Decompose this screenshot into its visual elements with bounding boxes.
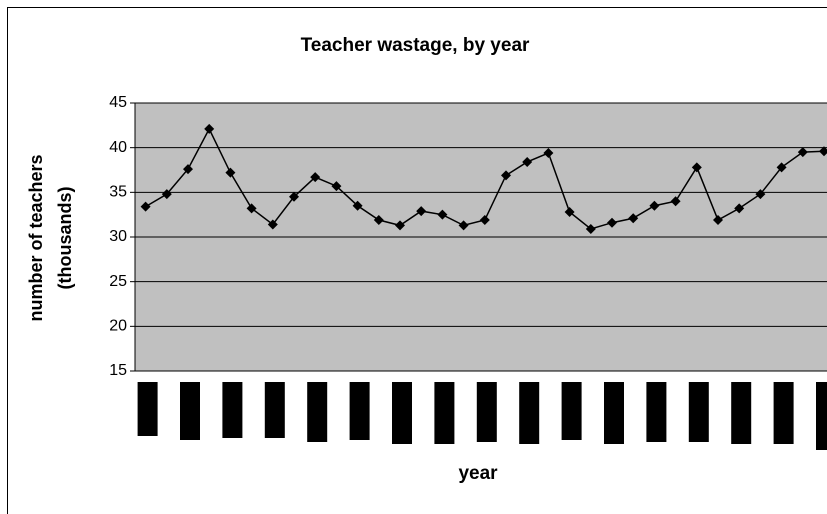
y-tick-label: 25: [109, 273, 127, 290]
marker: [331, 181, 342, 192]
obscured-x-label: [307, 382, 328, 442]
obscured-x-label: [222, 382, 243, 438]
marker: [691, 162, 702, 173]
marker: [585, 223, 596, 234]
obscured-x-label: [688, 382, 709, 442]
marker: [819, 146, 827, 157]
marker: [797, 147, 808, 158]
marker: [352, 200, 363, 211]
marker: [267, 219, 278, 230]
obscured-x-label: [180, 382, 200, 440]
marker: [395, 220, 405, 231]
y-tick-label: 20: [109, 318, 127, 335]
marker: [649, 200, 660, 211]
marker: [246, 203, 257, 214]
marker: [522, 156, 533, 167]
marker: [670, 196, 681, 207]
marker: [713, 215, 723, 226]
y-tick-label: 35: [109, 184, 127, 201]
obscured-x-label: [816, 382, 827, 450]
y-tick-label: 30: [109, 228, 127, 245]
marker: [437, 209, 448, 220]
marker: [140, 201, 151, 212]
marker: [183, 164, 193, 175]
y-tick-label: 40: [109, 139, 127, 156]
marker: [543, 148, 554, 159]
obscured-x-label: [731, 382, 752, 444]
obscured-x-label: [773, 382, 794, 444]
marker: [416, 206, 427, 217]
y-tick-label: 15: [109, 362, 127, 379]
obscured-x-label: [561, 382, 582, 440]
obscured-x-label: [434, 382, 455, 444]
y-axis-label: (thousands): [55, 187, 75, 290]
obscured-x-label: [137, 382, 158, 436]
marker: [289, 191, 299, 202]
obscured-x-label: [392, 382, 412, 444]
y-axis-label: number of teachers: [26, 154, 46, 321]
obscured-x-label: [264, 382, 285, 438]
marker: [204, 123, 215, 134]
y-tick-label: 45: [109, 94, 127, 111]
marker: [734, 203, 745, 214]
obscured-x-label: [349, 382, 370, 440]
marker: [628, 213, 639, 224]
obscured-x-label: [646, 382, 667, 442]
marker: [479, 215, 490, 226]
marker: [310, 172, 321, 183]
obscured-x-label: [604, 382, 624, 444]
marker: [161, 189, 172, 200]
marker: [373, 215, 384, 226]
marker: [501, 170, 511, 181]
obscured-x-label: [519, 382, 540, 444]
x-axis-label: year: [458, 463, 498, 484]
marker: [755, 189, 766, 200]
marker: [776, 162, 787, 173]
marker: [225, 167, 236, 178]
marker: [458, 220, 469, 231]
marker: [564, 206, 575, 217]
obscured-x-label: [476, 382, 497, 442]
chart-title: Teacher wastage, by year: [301, 35, 530, 56]
marker: [607, 217, 617, 228]
